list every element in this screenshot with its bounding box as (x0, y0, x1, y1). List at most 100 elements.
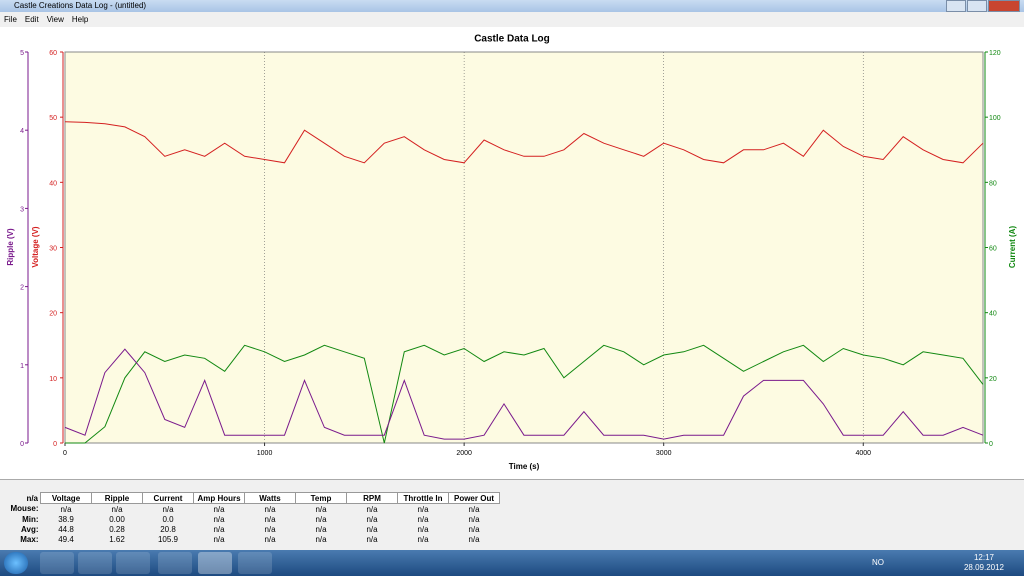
series-line (65, 344, 984, 444)
corner-cell: n/a (26, 493, 38, 503)
column-header[interactable]: RPM (346, 492, 398, 504)
taskbar-app[interactable] (40, 552, 74, 574)
stats-cell: n/a (315, 534, 327, 544)
x-tick-label: 4000 (855, 450, 871, 457)
stats-cell: n/a (468, 524, 480, 534)
column-header[interactable]: Watts (244, 492, 296, 504)
stats-cell: n/a (264, 504, 276, 514)
menu-item[interactable]: File (4, 15, 17, 24)
stats-cell: n/a (60, 504, 72, 514)
y-tick-label: 20 (49, 311, 57, 318)
minimize[interactable] (946, 0, 966, 12)
stats-cell: n/a (162, 504, 174, 514)
menu-bar: File Edit View Help (0, 12, 1024, 27)
series-line (64, 121, 984, 164)
y-tick-label: 30 (49, 246, 57, 253)
taskbar-app[interactable] (116, 552, 150, 574)
stats-cell: n/a (213, 514, 225, 524)
row-label: Mouse: (10, 504, 39, 514)
stats-cell: n/a (264, 534, 276, 544)
clock[interactable]: 12:17 28.09.2012 (964, 553, 1004, 573)
taskbar-app[interactable] (238, 552, 272, 574)
stats-table: n/a Voltage Ripple Current Amp Hours Watts Tem… (0, 492, 500, 544)
stats-row: Avg: 44.8 0.28 20.8 n/a n/a n/a n/a n/a n/a (0, 524, 500, 534)
y2-tick-label: 60 (989, 246, 997, 253)
y2-axis-label: Current (A) (1008, 226, 1017, 269)
stats-cell: n/a (417, 504, 429, 514)
stats-cell: 38.9 (58, 514, 74, 524)
series-line (64, 348, 984, 440)
menu-item[interactable]: View (46, 15, 64, 24)
plot-area (64, 51, 984, 444)
stats-pane: n/a Voltage Ripple Current Amp Hours Watts Tem… (0, 479, 1024, 551)
start-button[interactable] (4, 552, 28, 574)
stats-cell: n/a (111, 504, 123, 514)
y3-tick-label: 2 (20, 285, 24, 292)
taskbar-app[interactable] (198, 552, 232, 574)
stats-row: Max: 49.4 1.62 105.9 n/a n/a n/a n/a n/a n/a (0, 534, 500, 544)
column-header[interactable]: Throttle In (397, 492, 449, 504)
y3-axis-label: Ripple (V) (6, 228, 15, 266)
stats-cell: n/a (366, 504, 378, 514)
taskbar: NO 12:17 28.09.2012 (0, 550, 1024, 576)
stats-cell: n/a (366, 534, 378, 544)
date: 28.09.2012 (963, 563, 1004, 572)
taskbar-app[interactable] (78, 552, 112, 574)
y3-tick-label: 4 (20, 128, 24, 135)
y-tick-label: 40 (49, 180, 57, 187)
x-tick-label: 0 (63, 450, 67, 457)
stats-cell: 0.00 (109, 514, 125, 524)
column-header[interactable]: Ripple (91, 492, 143, 504)
y2-tick-label: 80 (989, 180, 997, 187)
stats-row: Mouse: n/a n/a n/a n/a n/a n/a n/a n/a n/a (0, 504, 500, 515)
y2-tick-label: 20 (989, 376, 997, 383)
column-header[interactable]: Current (142, 492, 194, 504)
stats-cell: 44.8 (58, 524, 74, 534)
x-tick-label: 1000 (257, 450, 273, 457)
language[interactable]: NO (872, 558, 884, 567)
x-axis-label: Time (s) (509, 462, 540, 471)
row-label: Avg: (21, 524, 39, 534)
time: 12:17 (973, 553, 994, 562)
stats-cell: 1.62 (109, 534, 125, 544)
y3-tick-label: 3 (20, 206, 24, 213)
stats-cell: 49.4 (58, 534, 74, 544)
maximize[interactable] (967, 0, 987, 12)
stats-cell: 105.9 (157, 534, 179, 544)
stats-cell: n/a (417, 534, 429, 544)
stats-header: n/a Voltage Ripple Current Amp Hours Watts Tem… (0, 492, 500, 504)
y-axis-label: Voltage (V) (31, 226, 40, 268)
stats-cell: 0.28 (109, 524, 125, 534)
menu-item[interactable]: Help (71, 15, 89, 24)
taskbar-app[interactable] (158, 552, 192, 574)
stats-cell: n/a (366, 514, 378, 524)
y2-tick-label: 40 (989, 311, 997, 318)
column-header[interactable]: Amp Hours (193, 492, 245, 504)
column-header[interactable]: Temp (295, 492, 347, 504)
stats-cell: n/a (315, 514, 327, 524)
stats-cell: n/a (417, 514, 429, 524)
y-tick-label: 10 (49, 376, 57, 383)
column-header[interactable]: Power Out (448, 492, 500, 504)
row-label: Max: (20, 534, 39, 544)
chart: Castle Data Log Time (s) Voltage (V) Rip… (0, 27, 1024, 479)
column-header[interactable]: Voltage (40, 492, 92, 504)
stats-cell: n/a (264, 514, 276, 524)
title-bar: Castle Creations Data Log - (untitled) (0, 0, 1024, 12)
stats-row: Min: 38.9 0.00 0.0 n/a n/a n/a n/a n/a n/a (0, 514, 500, 524)
row-label: Min: (22, 514, 39, 524)
y3-tick-label: 1 (20, 363, 24, 370)
stats-cell: n/a (468, 514, 480, 524)
stats-cell: n/a (315, 504, 327, 514)
close[interactable] (988, 0, 1020, 12)
window-controls (945, 0, 1020, 12)
stats-cell: n/a (213, 524, 225, 534)
y-tick-label: 0 (53, 441, 57, 448)
menu-item[interactable]: Edit (24, 15, 39, 24)
stats-cell: n/a (468, 504, 480, 514)
chart-title: Castle Data Log (474, 34, 550, 45)
stats-cell: 20.8 (160, 524, 176, 534)
y3-tick-label: 5 (20, 50, 24, 57)
y-tick-label: 60 (49, 50, 57, 57)
stats-cell: n/a (468, 534, 480, 544)
